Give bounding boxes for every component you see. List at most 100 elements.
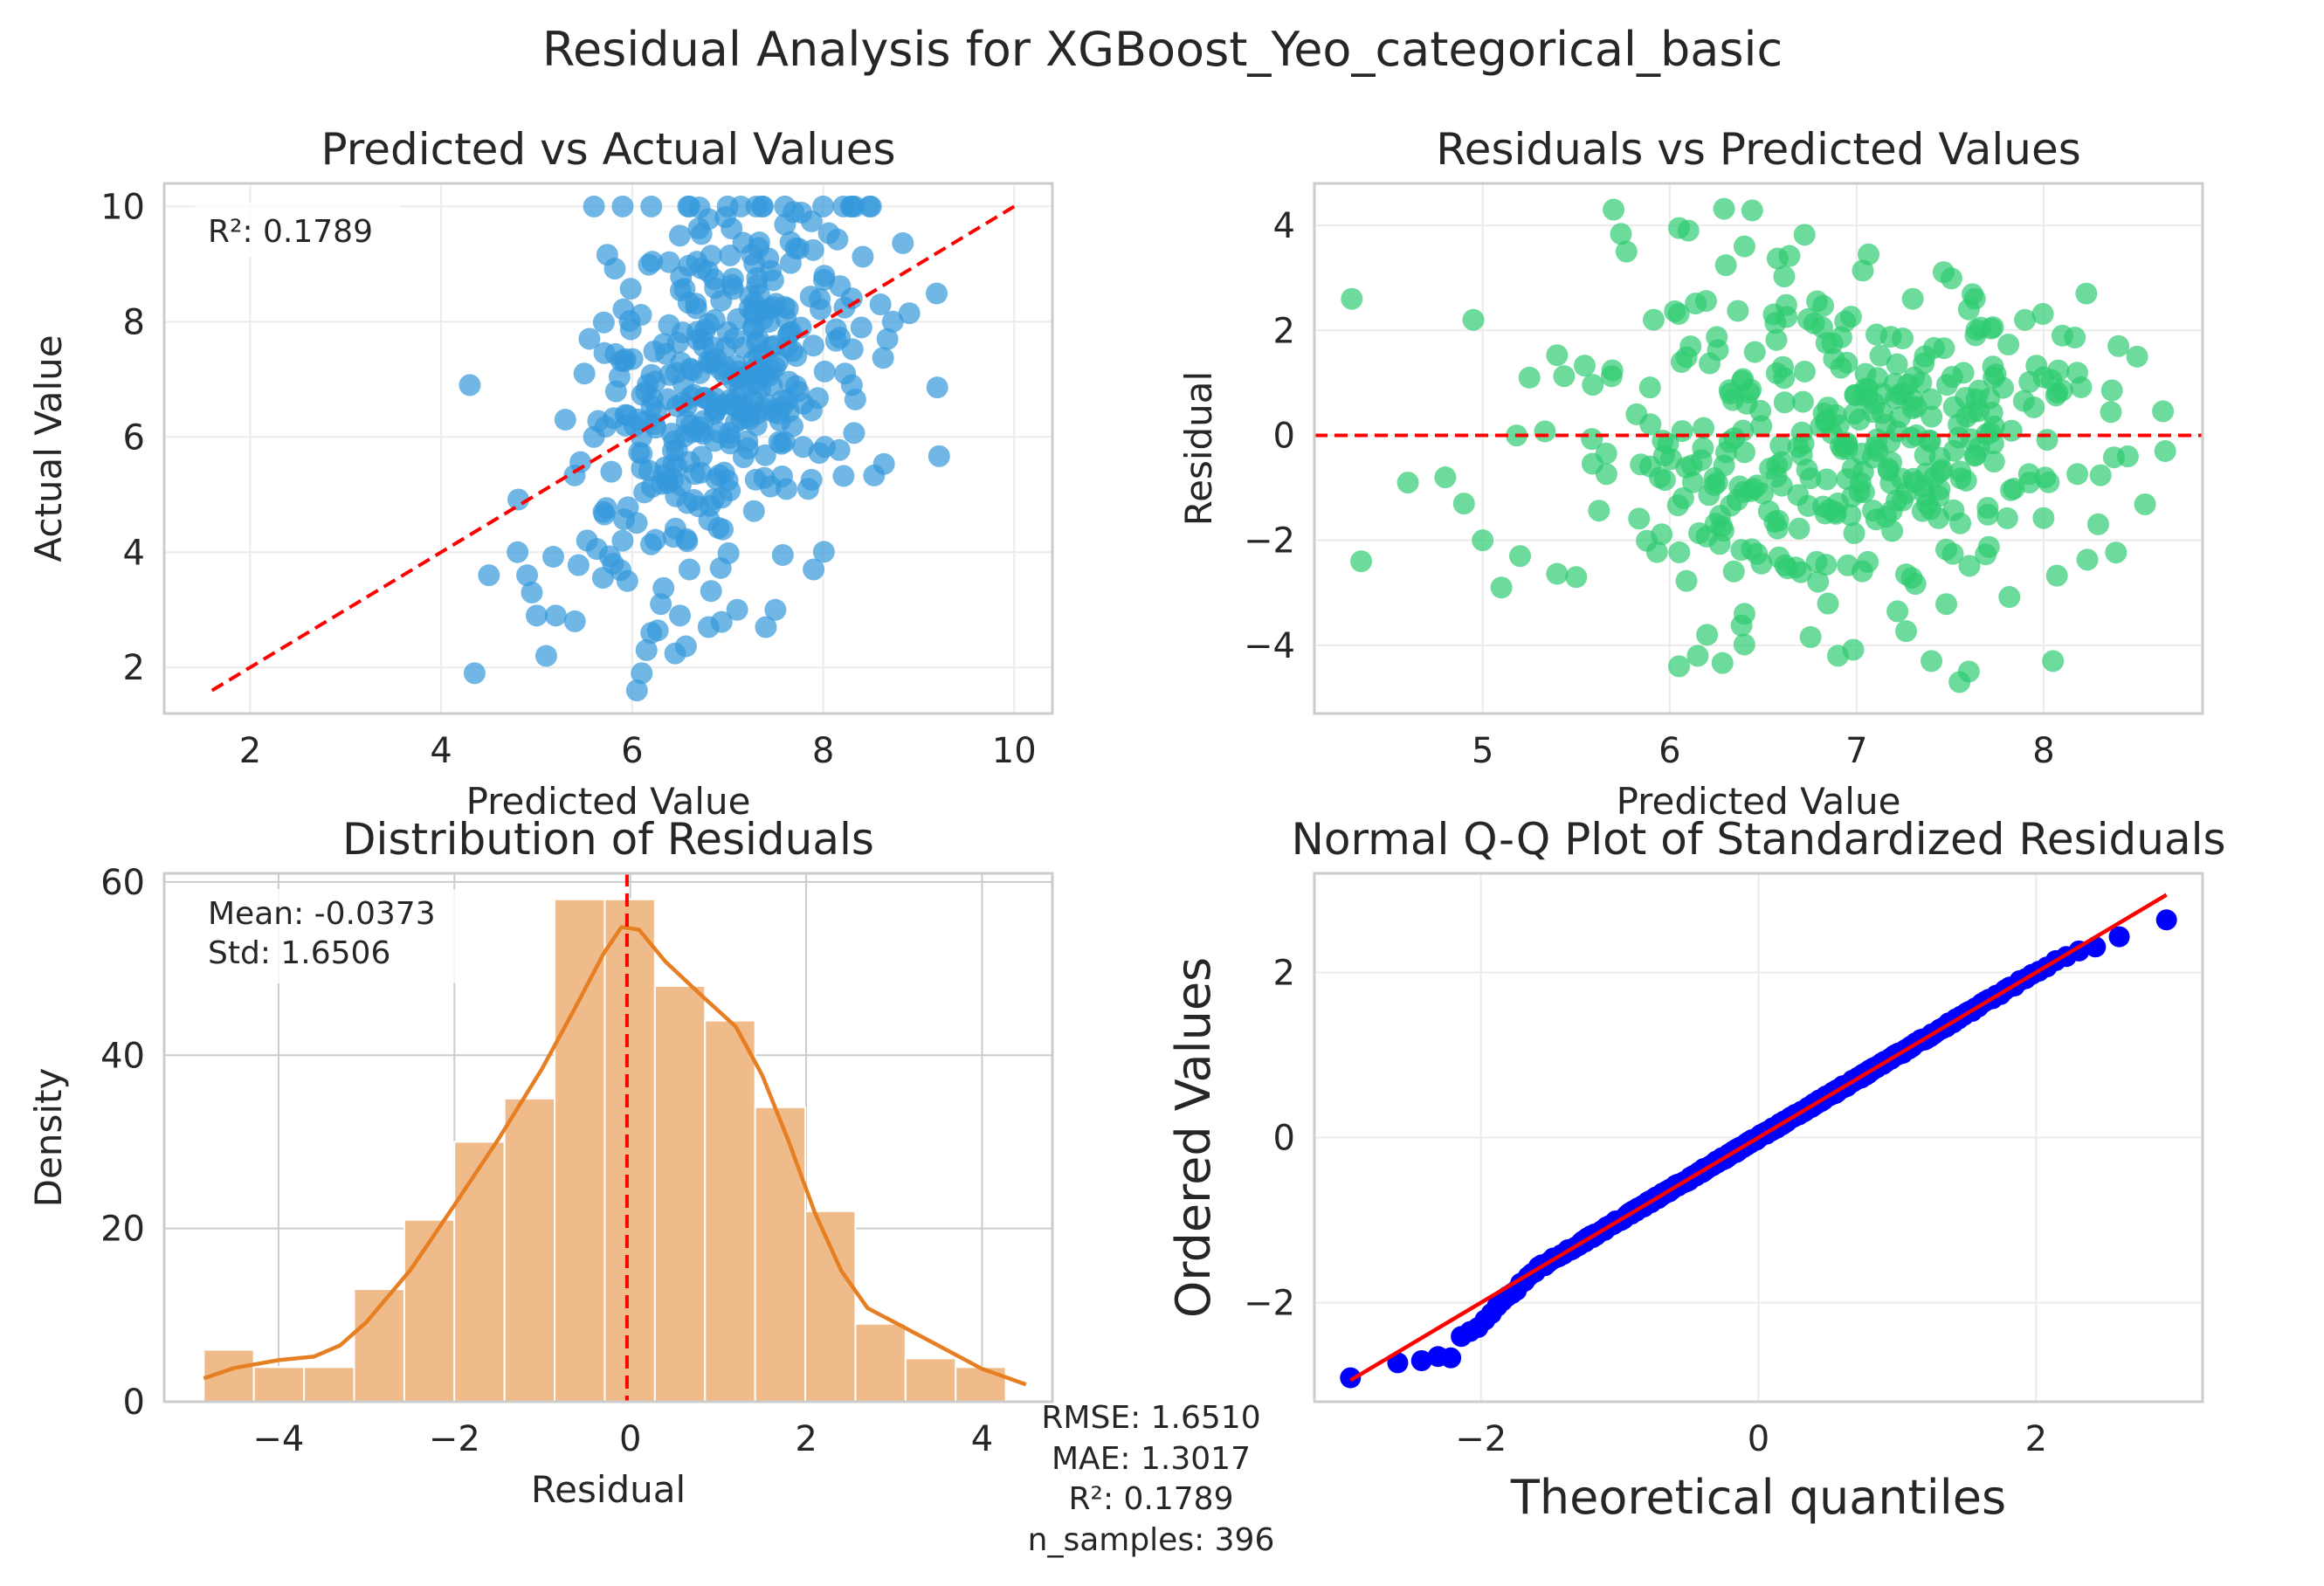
x-tick-label: 2 [795,1419,817,1459]
data-point [1667,302,1690,325]
data-point [700,351,723,374]
data-point [1836,468,1859,491]
axes-frame [1313,182,2204,715]
data-point [507,488,530,511]
data-point [777,370,800,393]
residuals-vs-predicted-panel: 5 6 7 8 −4 −2 0 2 4 Residuals vs Predicted Values… [1177,124,2204,823]
data-point [800,468,823,491]
data-point [1582,374,1604,396]
data-point [1773,391,1796,414]
panel-title: Residuals vs Predicted Values [1436,124,2081,175]
x-tick-label: 2 [2025,1419,2047,1459]
data-point [1790,444,1813,466]
data-point [721,369,744,391]
data-point [748,231,770,254]
data-point [625,679,648,702]
histogram-bar [603,898,656,1403]
data-point [576,529,598,552]
data-point [718,427,741,450]
data-point [1653,469,1676,492]
data-point [1880,500,1903,522]
data-point [2152,400,2175,423]
axes-frame [1313,872,2204,1403]
data-point [690,461,713,484]
data-point [773,295,796,318]
y-axis-label: Density [27,1068,70,1208]
data-point [1932,261,1955,284]
y-tick-label: 0 [123,1383,145,1423]
panel-title: Predicted vs Actual Values [321,124,895,175]
data-point [1509,545,1532,568]
y-tick-label: 10 [100,187,145,227]
data-point [1900,426,1922,449]
histogram-bar [804,1210,857,1403]
histogram-bar [653,984,707,1403]
data-point [2003,478,2025,500]
data-point [826,228,849,251]
data-point [2066,463,2089,486]
data-point [710,610,733,633]
data-point [2100,379,2123,402]
data-point [592,311,615,334]
data-point [1733,235,1755,258]
x-tick-label: 8 [2032,731,2054,771]
data-point [767,403,790,425]
data-point [1997,334,2020,356]
data-point [1817,592,1839,615]
summary-line: R²: 0.1789 [1069,1481,1234,1517]
y-tick-label: 2 [1273,953,1295,993]
data-point [2075,282,2098,305]
data-point [1982,355,2004,378]
data-point [661,439,684,462]
data-point [646,619,669,642]
data-point [1668,541,1691,563]
data-point [591,567,614,590]
histogram-bar [854,1322,907,1403]
data-point [1901,389,1924,411]
data-point [829,327,852,349]
data-point [1770,451,1793,473]
data-point [800,210,823,232]
data-point [686,251,708,273]
data-point [1773,265,1796,288]
data-point [463,662,486,685]
data-point [1628,507,1651,530]
y-tick-label: 8 [123,302,145,342]
data-point [2036,429,2058,452]
data-point [619,318,642,341]
data-point [675,528,698,550]
data-point [1921,405,1943,428]
data-point [1770,474,1793,497]
data-point [1843,522,1865,545]
data-point [1668,655,1691,678]
y-tick-label: 0 [1273,1119,1295,1159]
data-point [1791,390,1814,413]
data-point [774,213,797,236]
data-point [1885,387,1907,410]
data-point [635,638,658,661]
x-tick-label: 5 [1472,731,1493,771]
data-point [669,604,692,627]
data-point [679,357,701,380]
data-point [1769,434,1792,457]
data-point [1903,366,1926,389]
data-point [1981,402,2003,424]
data-point [1553,365,1576,388]
summary-line: n_samples: 396 [1028,1522,1275,1558]
data-point [1895,620,1918,643]
data-point [1581,428,1603,451]
data-point [541,545,564,568]
data-point [1733,633,1755,656]
data-point [1518,366,1541,389]
data-point [722,278,745,300]
x-axis-label: Residual [531,1468,686,1511]
data-point [697,208,720,231]
data-point [1743,341,1766,363]
data-point [1830,326,1852,348]
data-point [716,321,739,344]
data-point [1686,645,1709,667]
data-point [1941,542,1964,565]
data-point [2046,382,2069,404]
data-point [1793,224,1816,246]
data-point [1921,650,1943,672]
